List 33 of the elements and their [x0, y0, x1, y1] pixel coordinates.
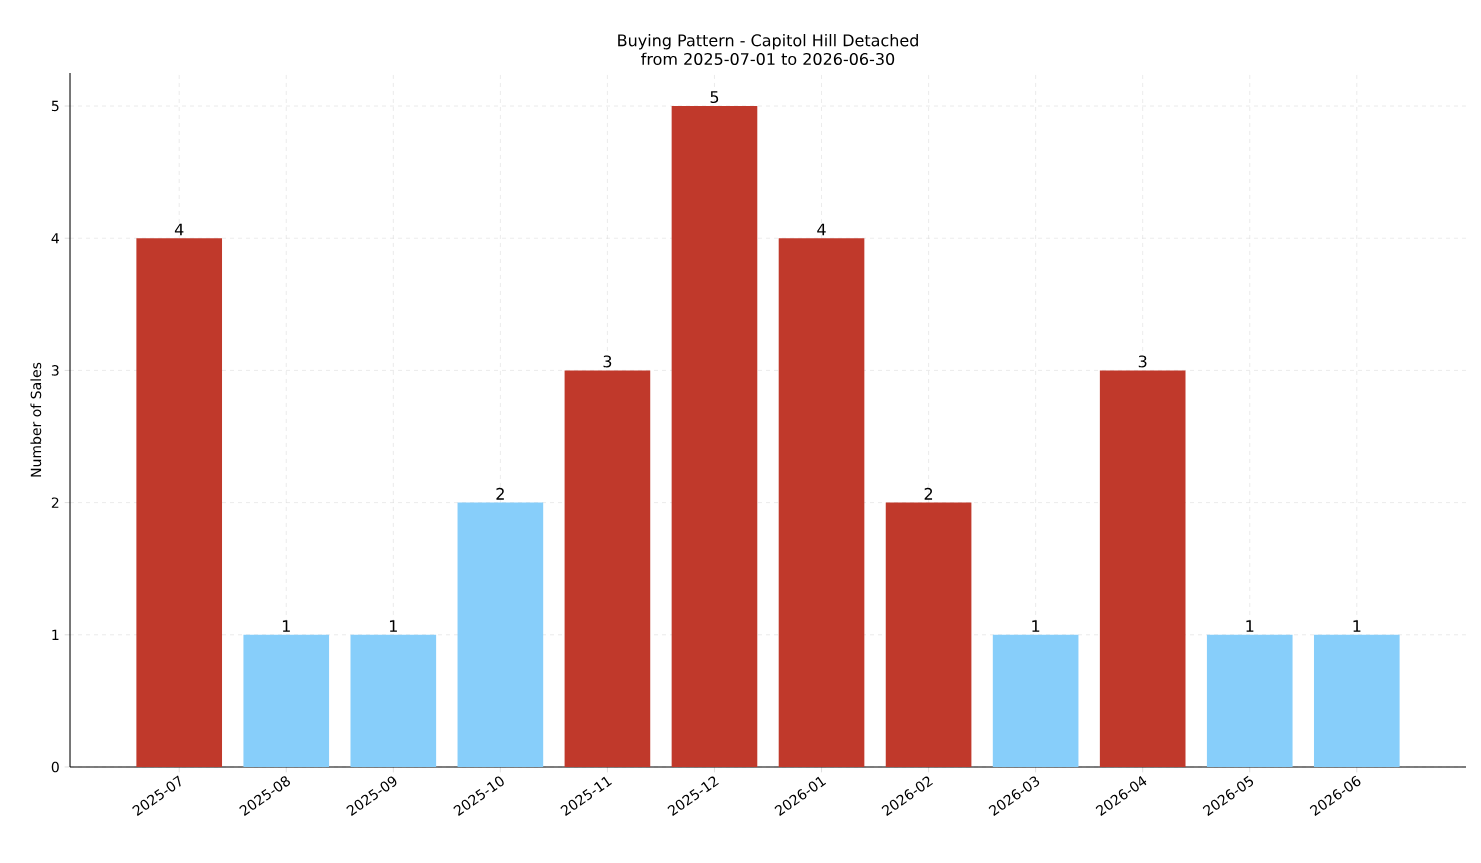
data-label: 2: [924, 487, 933, 500]
bar: [671, 106, 758, 767]
y-tick-label: 4: [51, 233, 59, 244]
data-label: 3: [603, 355, 612, 368]
y-tick-label: 2: [51, 497, 59, 508]
data-label: 5: [710, 91, 719, 104]
y-axis-title: Number of Sales: [30, 362, 42, 477]
data-label: 1: [282, 620, 290, 632]
chart-subtitle: from 2025-07-01 to 2026-06-30: [641, 52, 895, 66]
bar: [564, 370, 651, 767]
bar: [243, 634, 330, 767]
bar: [350, 634, 437, 767]
data-label: 4: [174, 223, 184, 236]
data-label: 1: [1246, 620, 1254, 632]
data-label: 1: [389, 620, 397, 632]
bar: [778, 238, 865, 767]
bar: [1313, 634, 1400, 767]
bar: [1099, 370, 1186, 767]
chart-title: Buying Pattern - Capitol Hill Detached: [618, 34, 918, 50]
bar: [457, 502, 544, 767]
y-tick-label: 0: [51, 761, 59, 773]
data-label: 1: [1032, 620, 1040, 632]
y-tick-label: 5: [51, 100, 59, 112]
y-tick-label: 1: [52, 629, 59, 640]
data-label: 3: [1138, 355, 1147, 368]
y-tick-label: 3: [51, 365, 59, 376]
data-label: 2: [496, 487, 504, 500]
bar: [1206, 634, 1293, 767]
bar: [885, 502, 972, 767]
bar: [992, 634, 1079, 767]
data-label: 1: [1353, 620, 1361, 632]
bar: [136, 238, 223, 767]
data-label: 4: [817, 223, 826, 236]
